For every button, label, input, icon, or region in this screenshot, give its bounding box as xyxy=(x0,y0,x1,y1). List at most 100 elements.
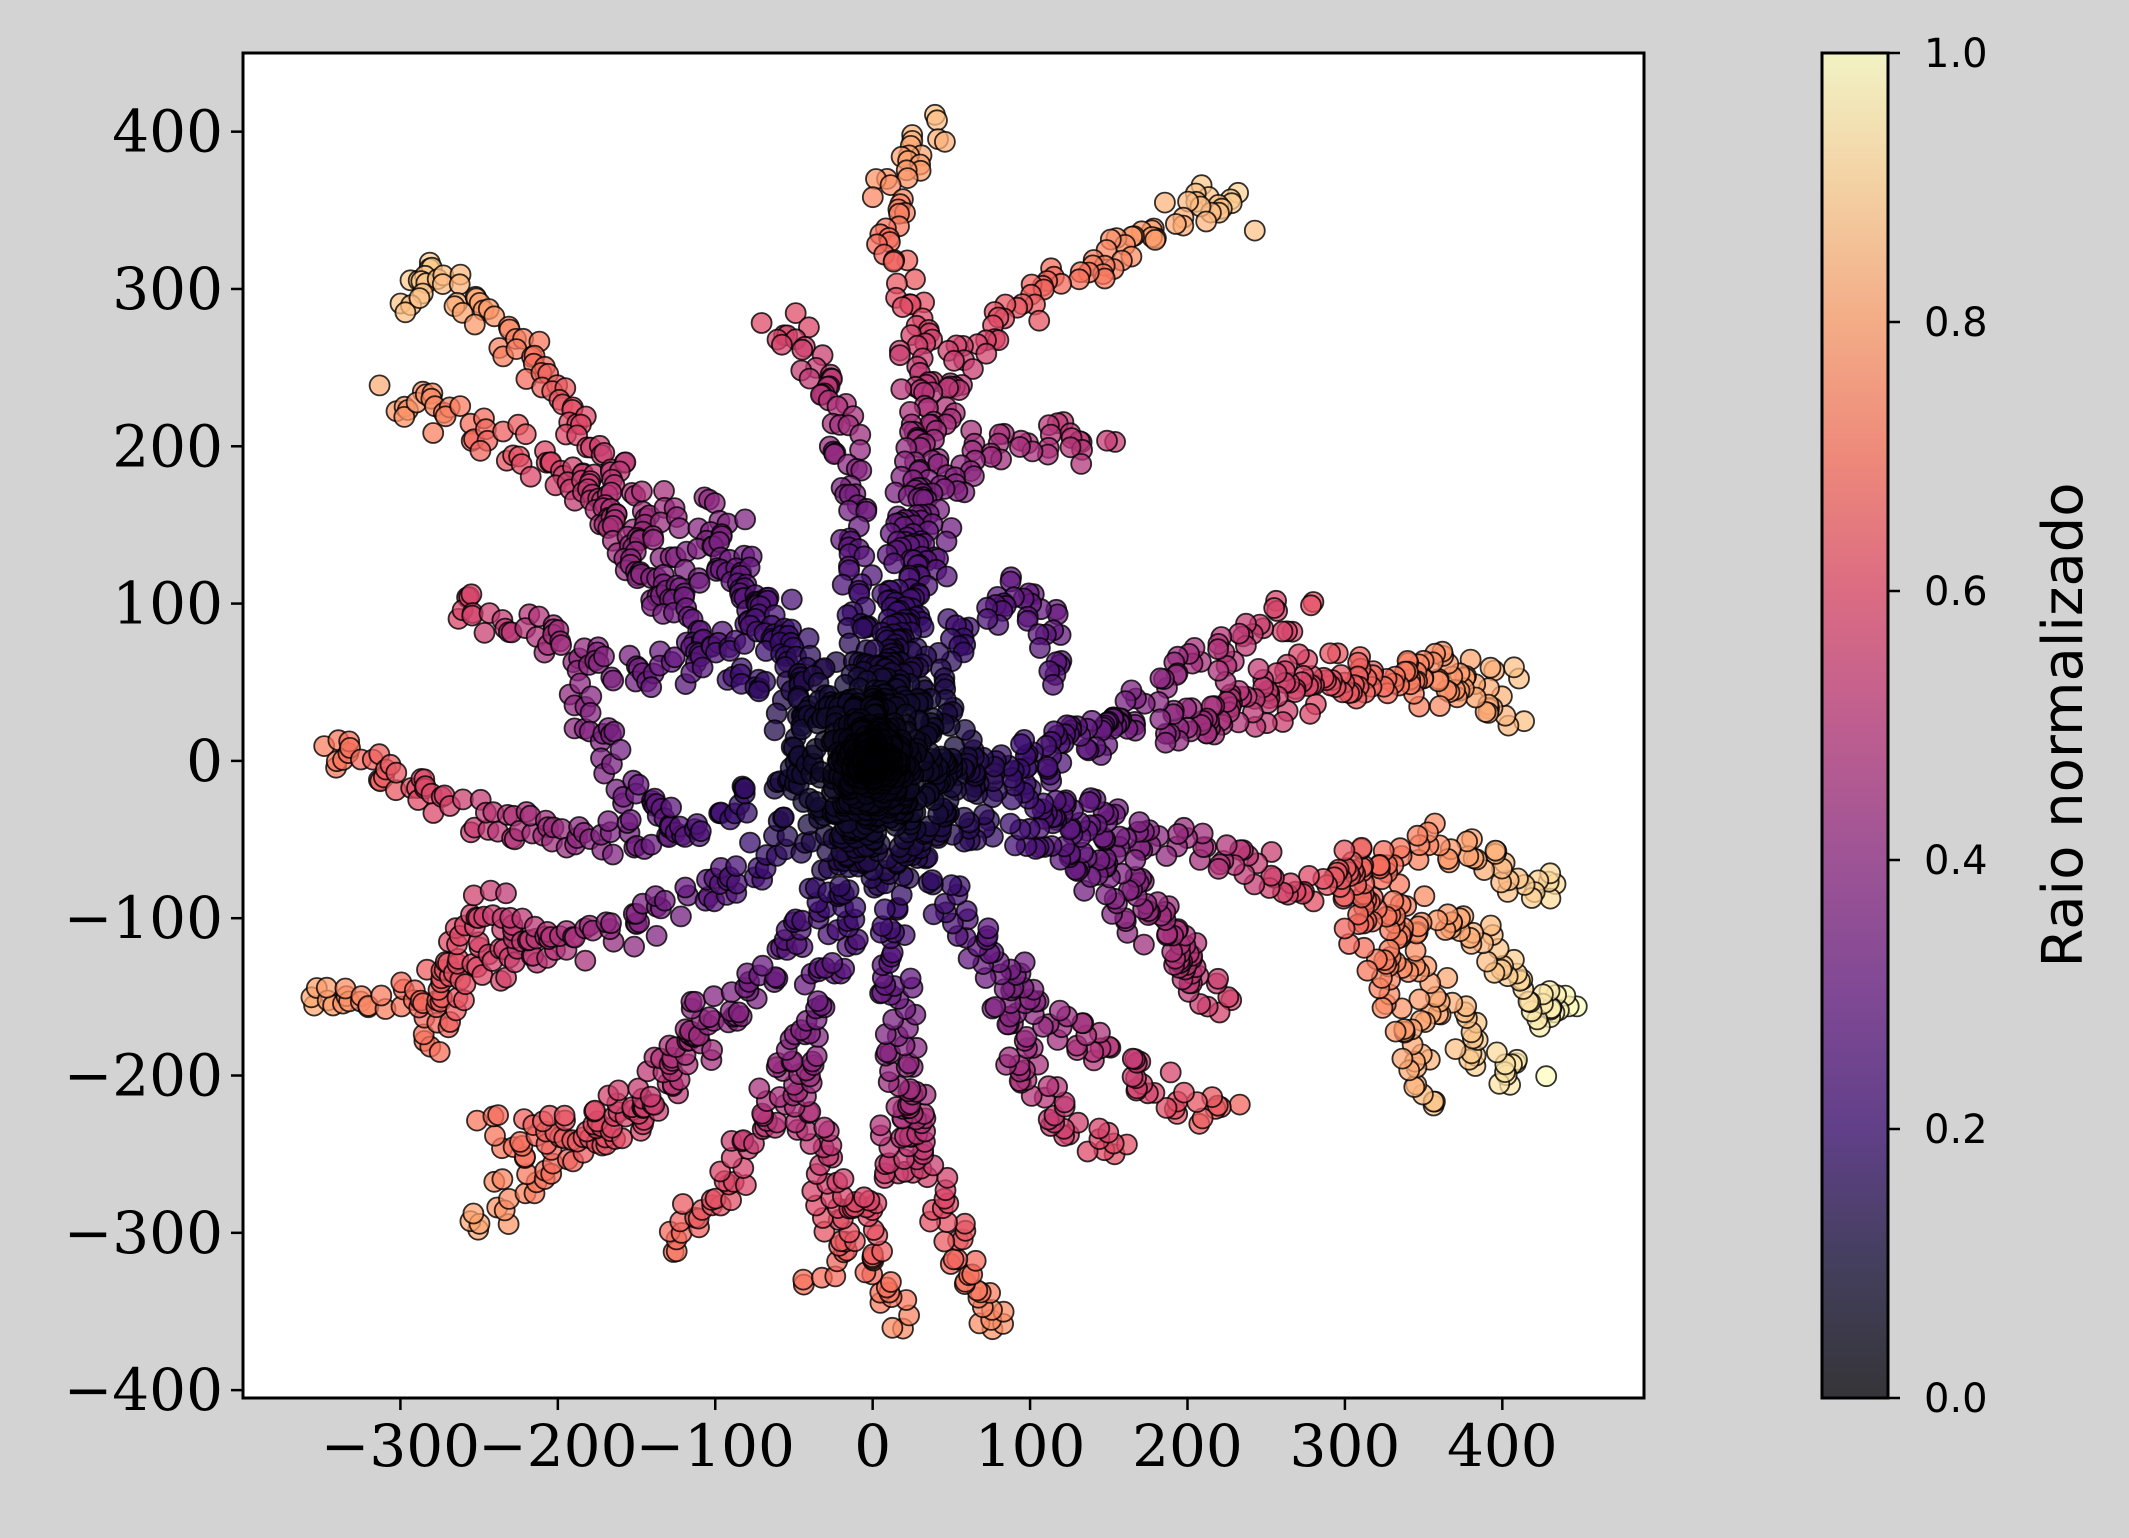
scatter-point xyxy=(1133,933,1155,956)
scatter-point xyxy=(1263,597,1286,619)
colorbar-tick-label: 0.6 xyxy=(1924,569,1988,615)
scatter-point xyxy=(484,1124,506,1147)
scatter-point xyxy=(1479,656,1502,679)
scatter-point xyxy=(1271,620,1294,643)
scatter-point xyxy=(609,738,632,761)
scatter-point xyxy=(1128,811,1151,833)
scatter-point xyxy=(975,342,998,365)
scatter-point xyxy=(976,608,999,630)
scatter-point xyxy=(883,552,905,575)
scatter-point xyxy=(1260,841,1283,863)
scatter-point xyxy=(653,889,676,912)
scatter-point xyxy=(1149,708,1172,731)
y-tick-label: 200 xyxy=(112,412,223,480)
scatter-point xyxy=(1042,673,1064,696)
scatter-point xyxy=(1215,834,1238,857)
scatter-point xyxy=(1195,210,1218,233)
scatter-point xyxy=(1444,1038,1467,1060)
scatter-point xyxy=(550,634,572,656)
colorbar: 0.0 0.2 0.4 0.6 0.8 1.0 Raio normalizado xyxy=(1820,31,2096,1422)
scatter-point xyxy=(1154,191,1176,214)
scatter-point xyxy=(806,990,829,1012)
x-tick-label: 100 xyxy=(975,1412,1086,1480)
scatter-point xyxy=(1165,213,1187,235)
scatter-point xyxy=(1009,436,1031,458)
scatter-point xyxy=(1300,594,1322,617)
scatter-point xyxy=(829,875,851,898)
scatter-point xyxy=(315,976,338,999)
x-tick-label: 0 xyxy=(854,1412,891,1480)
scatter-point xyxy=(600,912,622,935)
scatter-point xyxy=(771,333,793,356)
x-tick-label: −200 xyxy=(478,1412,637,1480)
colorbar-gradient xyxy=(1822,53,1888,1398)
scatter-point xyxy=(703,492,726,515)
scatter-point xyxy=(784,302,807,325)
scatter-point xyxy=(813,1116,836,1139)
colorbar-tick-label: 0.4 xyxy=(1924,838,1988,884)
scatter-point xyxy=(943,349,965,372)
scatter-point xyxy=(798,367,821,390)
scatter-point xyxy=(889,344,911,367)
scatter-point xyxy=(1384,1020,1407,1043)
scatter-point xyxy=(1207,967,1229,990)
scatter-point xyxy=(1333,917,1356,940)
scatter-point xyxy=(422,422,445,444)
scatter-point xyxy=(449,395,472,418)
scatter-point xyxy=(821,952,844,974)
scatter-point xyxy=(454,973,477,996)
scatter-point xyxy=(1059,436,1082,459)
scatter-point xyxy=(1173,1081,1195,1104)
scatter-point xyxy=(639,1085,662,1108)
scatter-point xyxy=(394,301,417,324)
scatter-point xyxy=(1144,228,1167,251)
y-tick-label: 0 xyxy=(186,727,223,795)
scatter-point xyxy=(642,528,665,551)
scatter-point xyxy=(977,917,1000,940)
scatter-point xyxy=(1333,839,1356,862)
scatter-point xyxy=(861,186,884,209)
scatter-point xyxy=(1503,656,1525,679)
scatter-point xyxy=(597,810,620,832)
scatter-point xyxy=(890,378,913,401)
x-axis: −300−200−100 0 100 200 300 400 xyxy=(321,1398,1558,1480)
y-tick-label: −300 xyxy=(64,1199,223,1267)
scatter-point xyxy=(660,796,682,819)
colorbar-frame xyxy=(1820,51,1890,1400)
scatter-point xyxy=(899,967,922,990)
scatter-point xyxy=(873,898,896,921)
scatter-point xyxy=(674,876,697,899)
scatter-point xyxy=(684,990,706,1013)
scatter-point xyxy=(495,882,517,905)
scatter-point xyxy=(627,773,650,796)
scatter-point xyxy=(368,374,391,397)
scatter-point xyxy=(984,996,1007,1018)
scatter-point xyxy=(805,1045,828,1067)
scatter-point xyxy=(645,925,668,947)
scatter-point xyxy=(602,669,625,692)
scatter-point xyxy=(1299,702,1321,725)
y-tick-label: −400 xyxy=(64,1356,223,1424)
colorbar-tick-label: 0.8 xyxy=(1924,300,1988,346)
scatter-point xyxy=(934,130,956,153)
scatter-point xyxy=(607,1079,630,1102)
scatter-point xyxy=(689,820,712,843)
scatter-point xyxy=(370,984,393,1007)
scatter-point xyxy=(1413,885,1436,908)
scatter-point xyxy=(725,855,747,877)
scatter-point xyxy=(487,1104,510,1126)
scatter-point xyxy=(574,949,597,972)
scatter-point xyxy=(850,459,873,482)
x-tick-label: 200 xyxy=(1132,1412,1243,1480)
scatter-point xyxy=(1484,839,1507,862)
scatter-point xyxy=(933,1230,956,1253)
scatter-point xyxy=(623,935,645,958)
x-tick-label: −300 xyxy=(321,1412,480,1480)
scatter-point xyxy=(853,545,876,568)
scatter-point xyxy=(1371,997,1394,1019)
scatter-point xyxy=(1028,309,1051,332)
scatter-point xyxy=(463,313,486,336)
x-tick-label: 400 xyxy=(1447,1412,1558,1480)
colorbar-tick-label: 0.2 xyxy=(1924,1107,1988,1153)
